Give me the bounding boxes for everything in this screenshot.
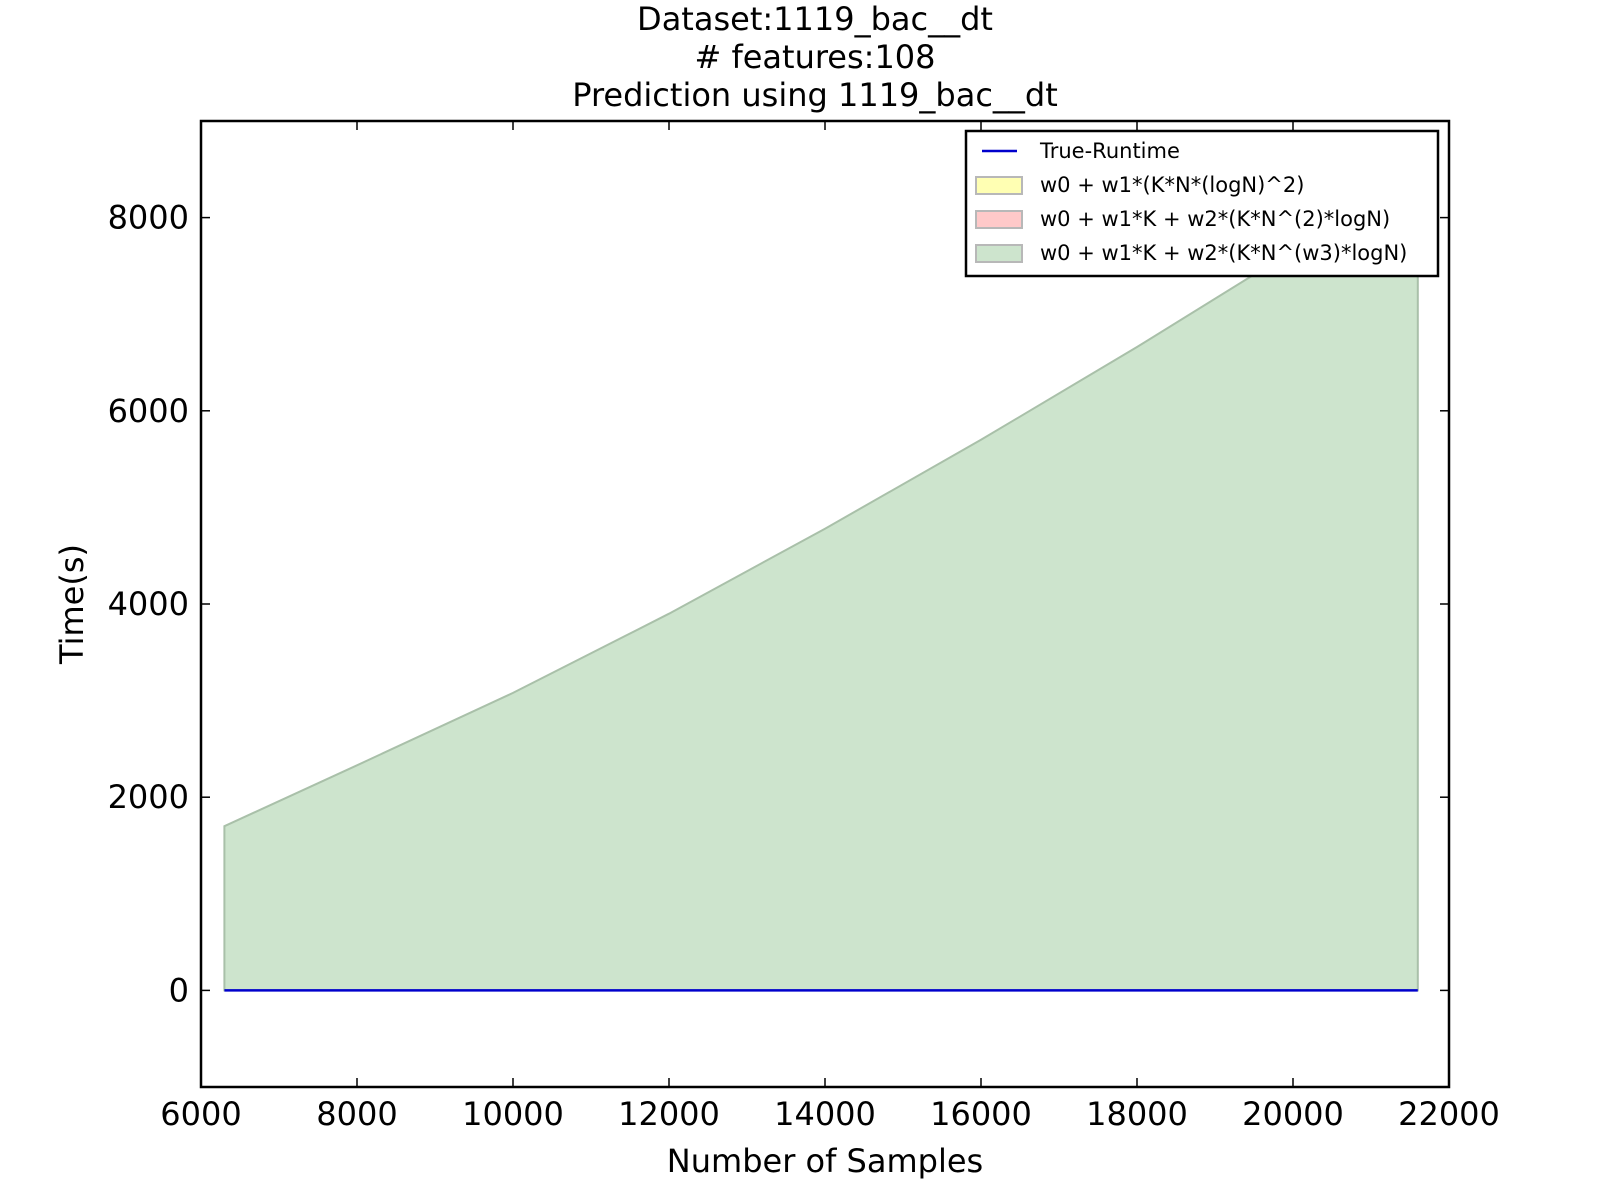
x-axis-label: Number of Samples xyxy=(667,1142,983,1180)
x-axis-ticks: 6000 8000 10000 12000 14000 16000 18000 20000 22… xyxy=(160,121,1500,1133)
legend-label: w0 + w1*(K*N*(logN)^2) xyxy=(1040,173,1304,197)
x-tick-label: 20000 xyxy=(1242,1095,1344,1133)
chart-title-line-2: # features:108 xyxy=(694,38,935,76)
y-tick-label: 0 xyxy=(169,971,189,1009)
chart-title: Dataset:1119_bac__dt # features:108 Pred… xyxy=(572,0,1058,114)
x-tick-label: 12000 xyxy=(618,1095,720,1133)
legend-box xyxy=(964,129,1440,278)
legend-label: w0 + w1*K + w2*(K*N^(2)*logN) xyxy=(1040,207,1390,231)
legend-swatch-band xyxy=(975,244,1023,263)
y-tick-label: 2000 xyxy=(108,778,189,816)
x-tick-label: 6000 xyxy=(160,1095,241,1133)
legend-swatch-band xyxy=(975,176,1023,195)
chart-title-line-1: Dataset:1119_bac__dt xyxy=(637,0,993,38)
legend-swatch-band xyxy=(975,210,1023,229)
y-axis-ticks: 0 2000 4000 6000 8000 xyxy=(108,199,1449,1009)
x-tick-label: 18000 xyxy=(1086,1095,1188,1133)
band-3 xyxy=(223,167,1419,992)
y-tick-label: 6000 xyxy=(108,392,189,430)
x-tick-label: 10000 xyxy=(462,1095,564,1133)
x-tick-label: 8000 xyxy=(316,1095,397,1133)
y-tick-label: 8000 xyxy=(108,199,189,237)
prediction-bands xyxy=(223,167,1419,992)
x-tick-label: 22000 xyxy=(1398,1095,1500,1133)
legend-label: w0 + w1*K + w2*(K*N^(w3)*logN) xyxy=(1040,241,1407,265)
x-tick-label: 14000 xyxy=(774,1095,876,1133)
chart-title-line-3: Prediction using 1119_bac__dt xyxy=(572,76,1058,114)
y-axis-label: Time(s) xyxy=(53,544,91,665)
legend: True-Runtime w0 + w1*(K*N*(logN)^2) w0 + w… xyxy=(964,129,1440,278)
y-tick-label: 4000 xyxy=(108,585,189,623)
legend-label: True-Runtime xyxy=(1039,139,1180,163)
x-tick-label: 16000 xyxy=(930,1095,1032,1133)
